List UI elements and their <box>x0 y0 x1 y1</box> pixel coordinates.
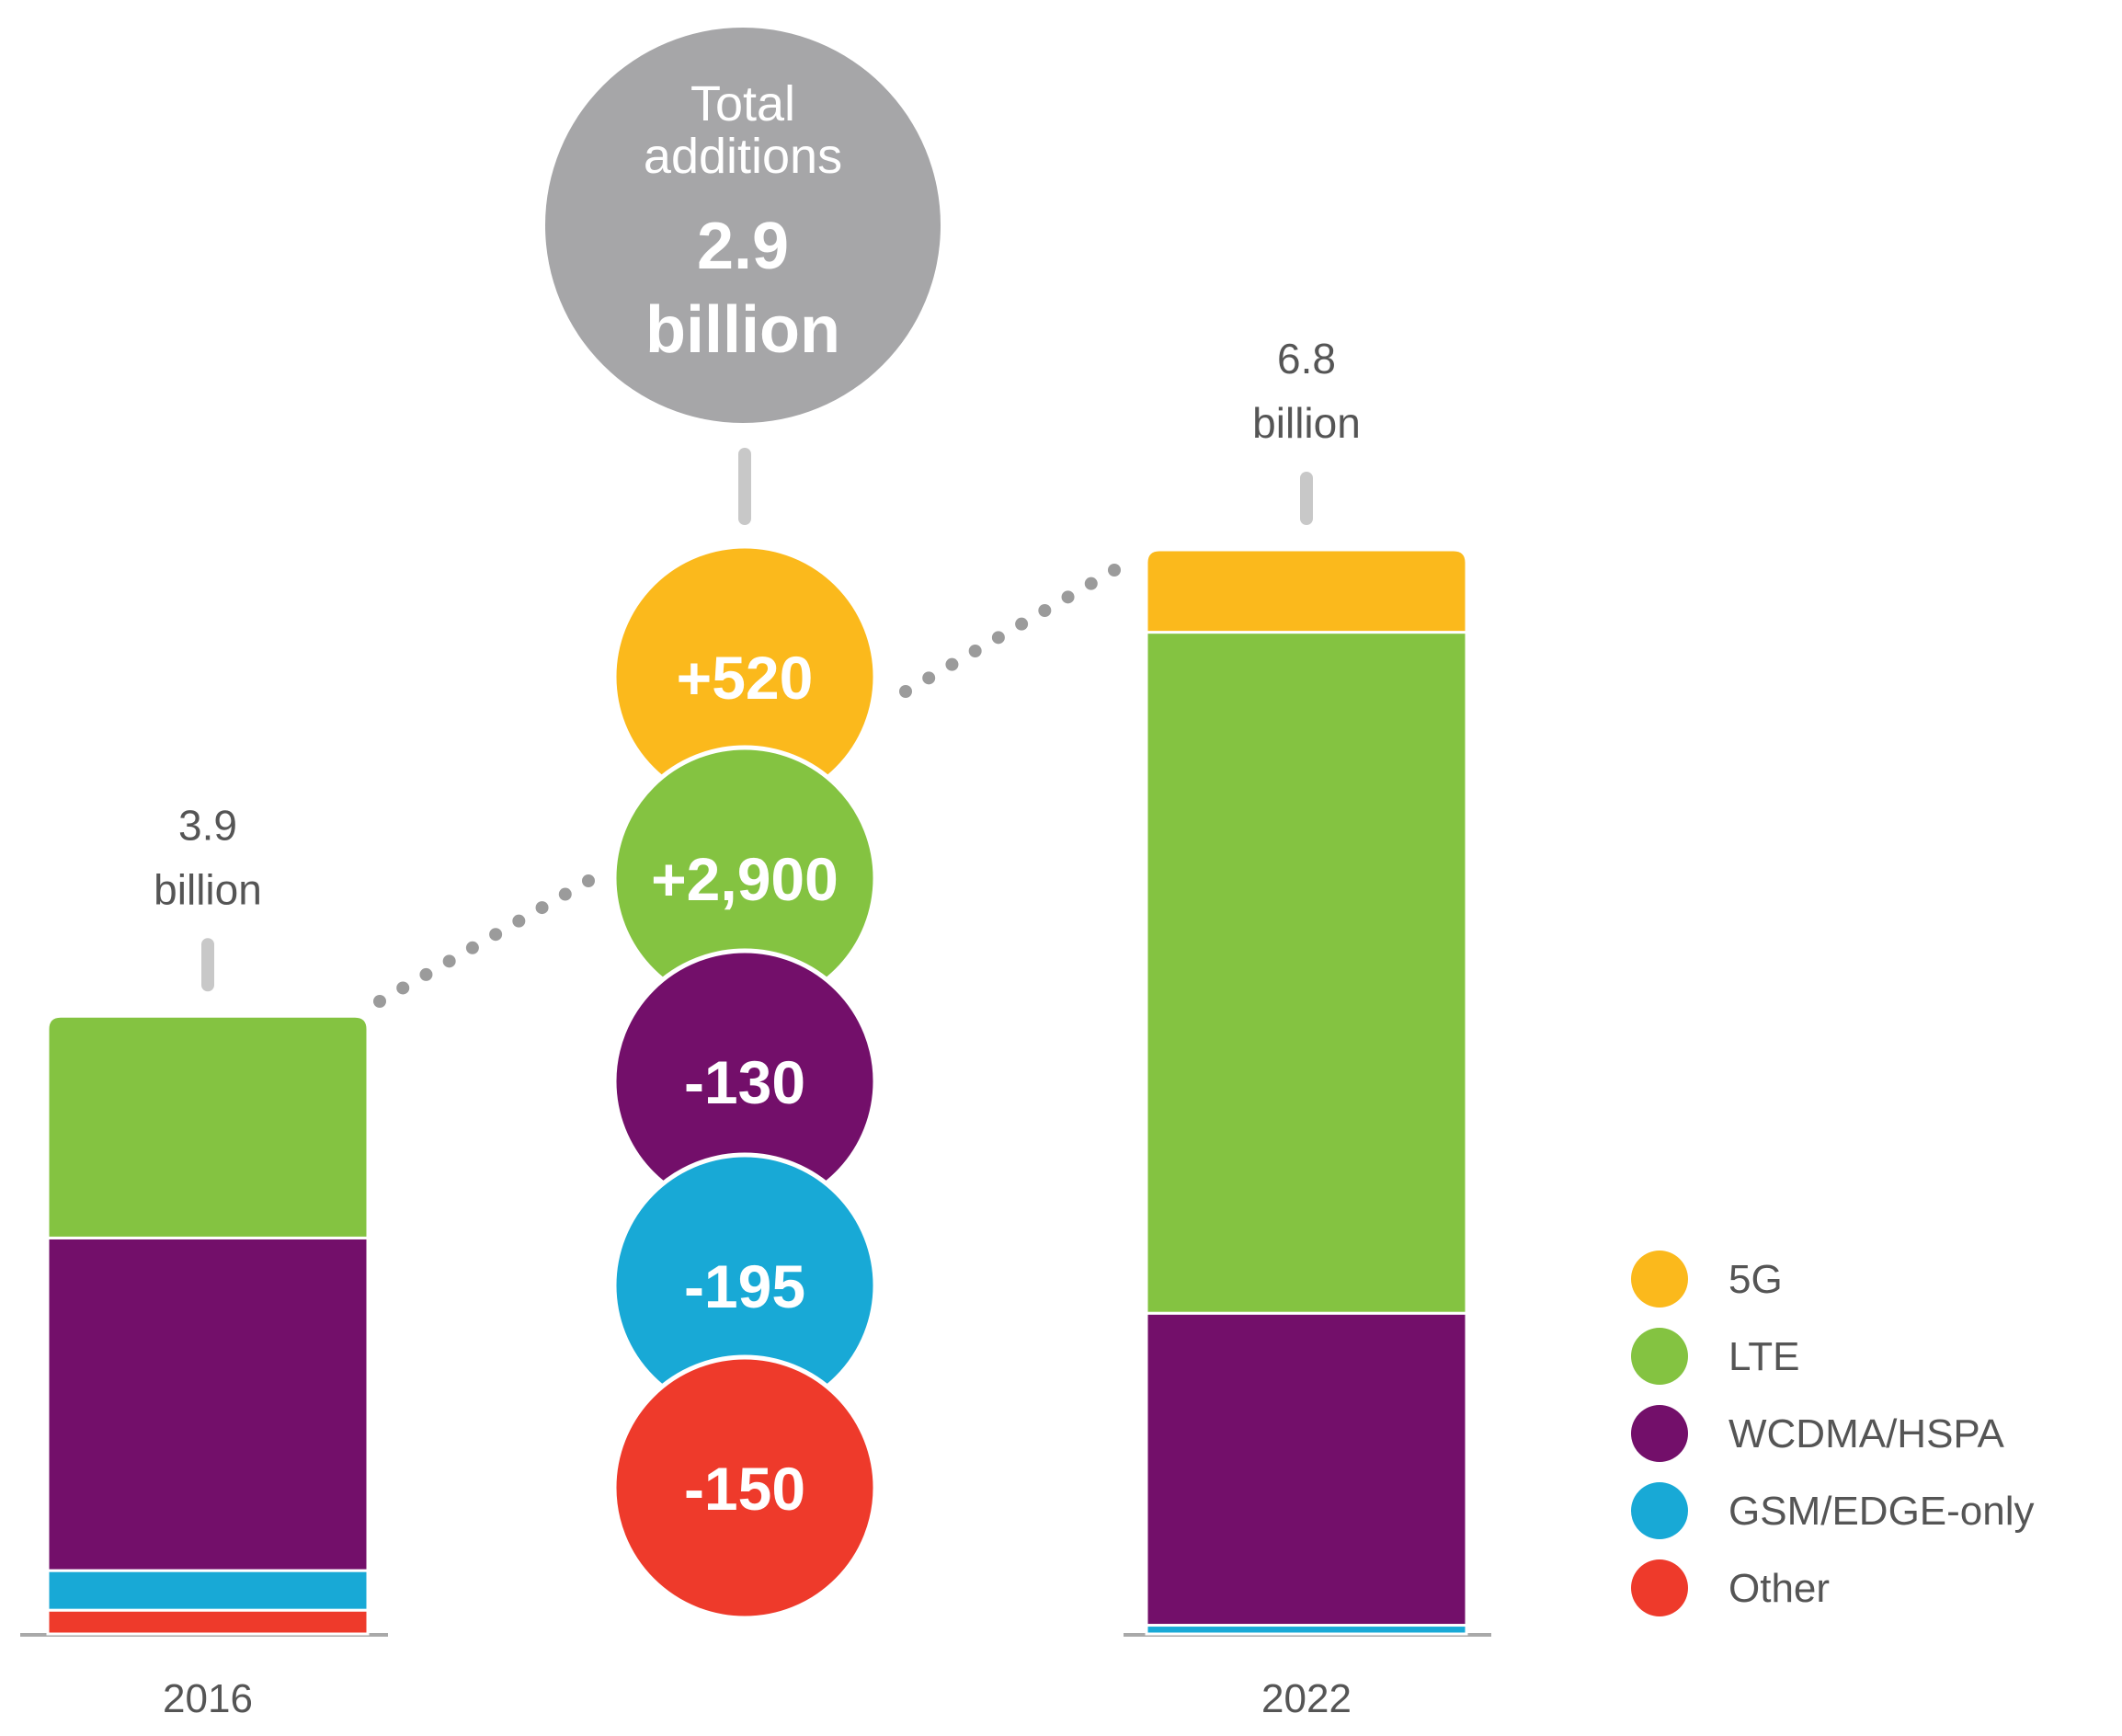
legend-label-other: Other <box>1728 1566 1830 1611</box>
bar-segment-gsm-edge-only <box>46 1569 370 1612</box>
connector-dot <box>465 941 479 954</box>
legend-swatch-wcdma-hspa <box>1631 1405 1688 1462</box>
legend-swatch-gsm-edge-only <box>1631 1482 1688 1539</box>
connector-dot <box>442 954 456 968</box>
total-additions-circle <box>545 28 941 423</box>
connector-dot <box>489 928 503 942</box>
connector-dot <box>968 645 982 657</box>
total-value-2016: 3.9 <box>178 801 237 849</box>
connector-dot <box>535 901 549 915</box>
legend-swatch-5g <box>1631 1251 1688 1308</box>
legend-swatch-lte <box>1631 1328 1688 1385</box>
bar-2016 <box>46 1014 370 1636</box>
total-additions-label-line2: additions <box>644 129 842 184</box>
legend-swatch-other <box>1631 1559 1688 1616</box>
bar-2022 <box>1145 548 1468 1636</box>
change-label-wcdma-hspa: -130 <box>684 1048 805 1116</box>
total-additions-value: 2.9 <box>697 210 789 283</box>
total-unit-2016: billion <box>154 865 262 913</box>
total-unit-2022: billion <box>1252 399 1361 447</box>
change-label-gsm-edge-only: -195 <box>684 1252 805 1320</box>
x-tick-label-2016: 2016 <box>163 1676 253 1721</box>
bar-segment-lte <box>46 1014 370 1239</box>
connector-dot <box>582 874 595 887</box>
connector-dot <box>922 671 936 685</box>
bar-segment-lte <box>1145 631 1468 1315</box>
change-bubble-other <box>611 1354 878 1621</box>
connector-dot <box>512 914 526 928</box>
bar-segment-wcdma-hspa <box>1145 1311 1468 1628</box>
connector-dot <box>899 685 912 698</box>
connector-dot <box>1108 564 1121 577</box>
connector-dot <box>1061 590 1075 604</box>
total-additions-unit: billion <box>645 293 840 367</box>
connector-dot <box>1084 577 1098 590</box>
connector-2022 <box>899 564 1121 698</box>
change-bubbles: +520 +2,900 -130 -195 -150 <box>611 543 878 1621</box>
legend-label-wcdma-hspa: WCDMA/HSPA <box>1728 1411 2005 1456</box>
bar-segment-5g <box>1145 548 1468 634</box>
connector-2016 <box>373 874 595 1008</box>
total-additions-label-line1: Total <box>690 76 795 131</box>
connector-dot <box>991 631 1005 645</box>
change-label-5g: +520 <box>677 644 814 712</box>
connector-dot <box>396 981 410 995</box>
connector-dot <box>373 995 386 1008</box>
change-label-lte: +2,900 <box>651 845 839 913</box>
legend-label-5g: 5G <box>1728 1257 1783 1302</box>
connector-dot <box>945 657 959 671</box>
legend-label-lte: LTE <box>1728 1334 1799 1379</box>
total-value-2022: 6.8 <box>1277 335 1336 383</box>
change-label-other: -150 <box>684 1455 805 1523</box>
bar-segment-other <box>46 1608 370 1636</box>
connector-dot <box>1015 617 1029 631</box>
legend: 5G LTE WCDMA/HSPA GSM/EDGE-only Other <box>1631 1251 2035 1616</box>
connector-dot <box>419 967 433 981</box>
bar-segment-wcdma-hspa <box>46 1236 370 1572</box>
x-tick-label-2022: 2022 <box>1261 1676 1352 1721</box>
legend-label-gsm-edge-only: GSM/EDGE-only <box>1728 1489 2035 1534</box>
connector-dot <box>558 887 572 901</box>
connector-dot <box>1038 604 1052 617</box>
